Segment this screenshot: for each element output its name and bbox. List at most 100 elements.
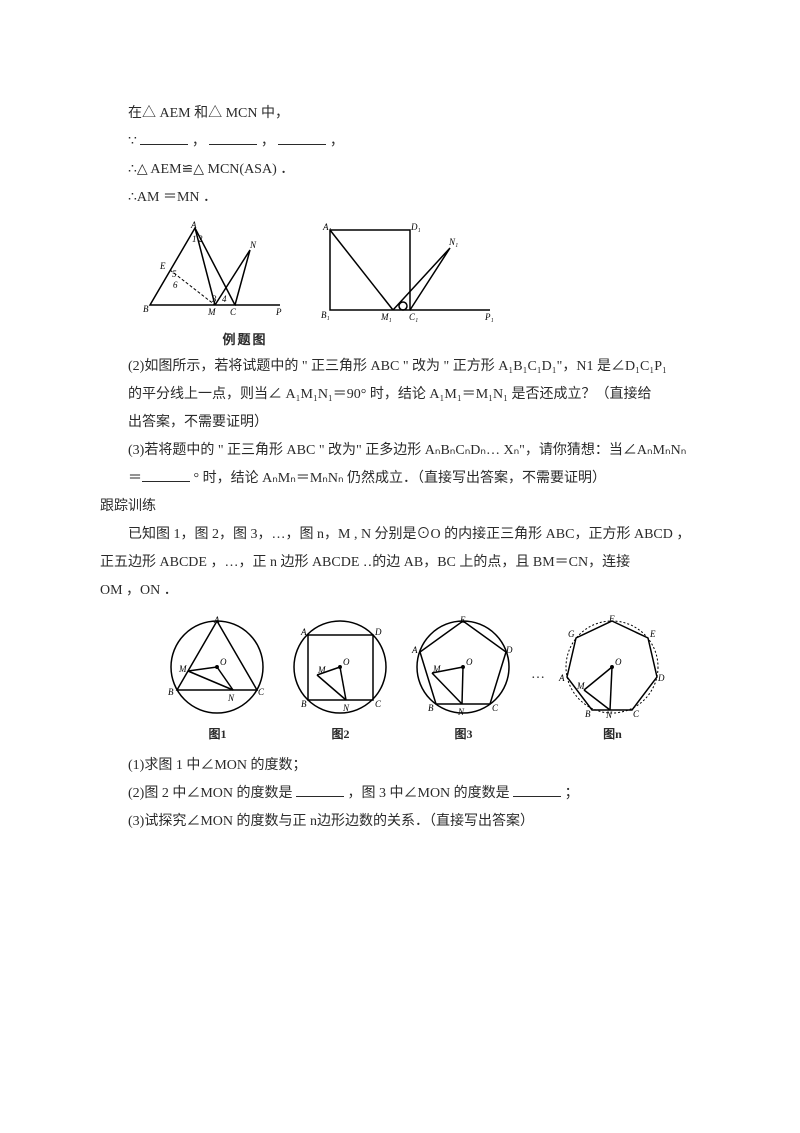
svg-text:E: E: [459, 615, 466, 625]
t: ° 时，结论 AₙMₙ＝MₙNₙ 仍然成立．（直接写出答案，不需要证明）: [190, 471, 606, 486]
t: ，: [326, 134, 344, 149]
t: ＝: [128, 471, 142, 486]
svg-text:M: M: [207, 307, 216, 317]
fig2-svg: A D B C O M N: [283, 615, 398, 720]
q-l3: OM ，ON ．: [100, 577, 700, 605]
blank-1[interactable]: [140, 130, 188, 145]
para-3-l2: ＝ ° 时，结论 AₙMₙ＝MₙNₙ 仍然成立．（直接写出答案，不需要证明）: [100, 465, 700, 493]
svg-text:N: N: [342, 703, 350, 713]
svg-text:3: 3: [211, 294, 217, 304]
svg-text:C: C: [633, 709, 640, 719]
svg-text:O: O: [220, 657, 227, 667]
svg-text:1: 1: [192, 234, 197, 244]
fig-1: A B C O M N 图1: [160, 615, 275, 746]
svg-text:M: M: [432, 664, 441, 674]
because-symbol: ∵: [128, 134, 137, 149]
diagram-triangle: A B C M N P E 12 5 6 34: [140, 220, 290, 325]
svg-text:P: P: [275, 307, 282, 317]
svg-text:N: N: [605, 710, 613, 720]
line-1: 在△ AEM 和△ MCN 中，: [100, 100, 700, 128]
fig3-cap: 图3: [454, 722, 472, 746]
circle-diagrams-row: A B C O M N 图1 A D B C: [160, 615, 700, 746]
t: ，: [188, 134, 206, 149]
blank-degree[interactable]: [142, 467, 190, 482]
svg-text:D: D: [505, 645, 513, 655]
svg-text:F: F: [608, 615, 615, 624]
fig3-svg: E D C B A O M N: [406, 615, 521, 720]
svg-text:M: M: [576, 681, 585, 691]
svg-text:N: N: [457, 707, 465, 717]
result-3: (3)试探究∠MON 的度数与正 n边形边数的关系．（直接写出答案）: [100, 808, 700, 836]
svg-text:A: A: [300, 627, 307, 637]
t: ，图 3 中∠MON 的度数是: [344, 786, 513, 801]
svg-text:A: A: [558, 673, 565, 683]
svg-text:C: C: [375, 699, 382, 709]
svg-text:A: A: [411, 645, 418, 655]
svg-text:O: O: [343, 657, 350, 667]
fig1-svg: A B C O M N: [160, 615, 275, 720]
svg-text:C: C: [492, 703, 499, 713]
t: (2)图 2 中∠MON 的度数是: [128, 786, 296, 801]
svg-text:G: G: [568, 629, 575, 639]
svg-text:D: D: [657, 673, 665, 683]
fig-3: E D C B A O M N 图3: [406, 615, 521, 746]
svg-text:N: N: [249, 240, 257, 250]
svg-text:B: B: [168, 687, 174, 697]
svg-text:E: E: [159, 261, 166, 271]
svg-text:N₁: N₁: [448, 237, 458, 247]
fign-svg: F E D C B A G O M N: [555, 615, 670, 720]
para-2-l1: (2)如图所示，若将试题中的 " 正三角形 ABC " 改为 " 正方形 A₁B…: [100, 353, 700, 381]
result-1: (1)求图 1 中∠MON 的度数；: [100, 752, 700, 780]
svg-text:M: M: [178, 664, 187, 674]
blank-r2a[interactable]: [296, 782, 344, 797]
fig2-cap: 图2: [331, 722, 349, 746]
para-2-l3: 出答案，不需要证明）: [100, 409, 700, 437]
svg-text:M: M: [317, 665, 326, 675]
svg-text:E: E: [649, 629, 656, 639]
fig1-cap: 图1: [208, 722, 226, 746]
blank-2[interactable]: [209, 130, 257, 145]
svg-text:6: 6: [173, 280, 178, 290]
svg-text:B: B: [143, 304, 149, 314]
svg-text:A: A: [190, 220, 197, 230]
svg-text:P₁: P₁: [484, 312, 494, 322]
line-4: ∴AM ＝MN ．: [100, 184, 700, 212]
q-l1: 已知图 1，图 2，图 3，…，图 n，M , N 分别是⊙O 的内接正三角形 …: [100, 521, 700, 549]
triangle-svg: A B C M N P E 12 5 6 34: [140, 220, 290, 325]
svg-text:A: A: [213, 615, 220, 625]
svg-text:B: B: [428, 703, 434, 713]
svg-text:N: N: [227, 693, 235, 703]
svg-text:B: B: [301, 699, 307, 709]
result-2: (2)图 2 中∠MON 的度数是 ，图 3 中∠MON 的度数是 ；: [100, 780, 700, 808]
para-2-l2: 的平分线上一点，则当∠ A₁M₁N₁＝90° 时，结论 A₁M₁＝M₁N₁ 是否…: [100, 381, 700, 409]
svg-text:5: 5: [172, 269, 177, 279]
t: ；: [561, 786, 579, 801]
blank-r2b[interactable]: [513, 782, 561, 797]
para-3-l1: (3)若将题中的 " 正三角形 ABC " 改为" 正多边形 AₙBₙCₙDₙ……: [100, 437, 700, 465]
fig-2: A D B C O M N 图2: [283, 615, 398, 746]
svg-text:D: D: [374, 627, 382, 637]
diagram-square: A₁ D₁ B₁ C₁ M₁ N₁ P₁: [315, 220, 500, 325]
line-3: ∴△ AEM≌△ MCN(ASA) ．: [100, 156, 700, 184]
section-trace: 跟踪训练: [100, 493, 700, 521]
svg-text:O: O: [466, 657, 473, 667]
svg-text:C₁: C₁: [409, 312, 418, 322]
svg-text:B₁: B₁: [321, 310, 330, 320]
q-l2: 正五边形 ABCDE ，…，正 n 边形 ABCDE ‥的边 AB，BC 上的点…: [100, 549, 700, 577]
blank-3[interactable]: [278, 130, 326, 145]
fign-cap: 图n: [603, 722, 622, 746]
ellipsis: …: [531, 661, 545, 689]
svg-text:D₁: D₁: [410, 222, 421, 232]
svg-text:C: C: [258, 687, 265, 697]
svg-text:C: C: [230, 307, 237, 317]
svg-text:A₁: A₁: [322, 222, 332, 232]
svg-text:2: 2: [198, 234, 203, 244]
svg-text:O: O: [615, 657, 622, 667]
fig-n: F E D C B A G O M N 图n: [555, 615, 670, 746]
square-svg: A₁ D₁ B₁ C₁ M₁ N₁ P₁: [315, 220, 500, 325]
t: ，: [257, 134, 275, 149]
example-diagram-row: A B C M N P E 12 5 6 34: [140, 220, 700, 325]
example-caption: 例题图: [0, 327, 700, 353]
svg-text:M₁: M₁: [380, 312, 392, 322]
svg-text:B: B: [585, 709, 591, 719]
